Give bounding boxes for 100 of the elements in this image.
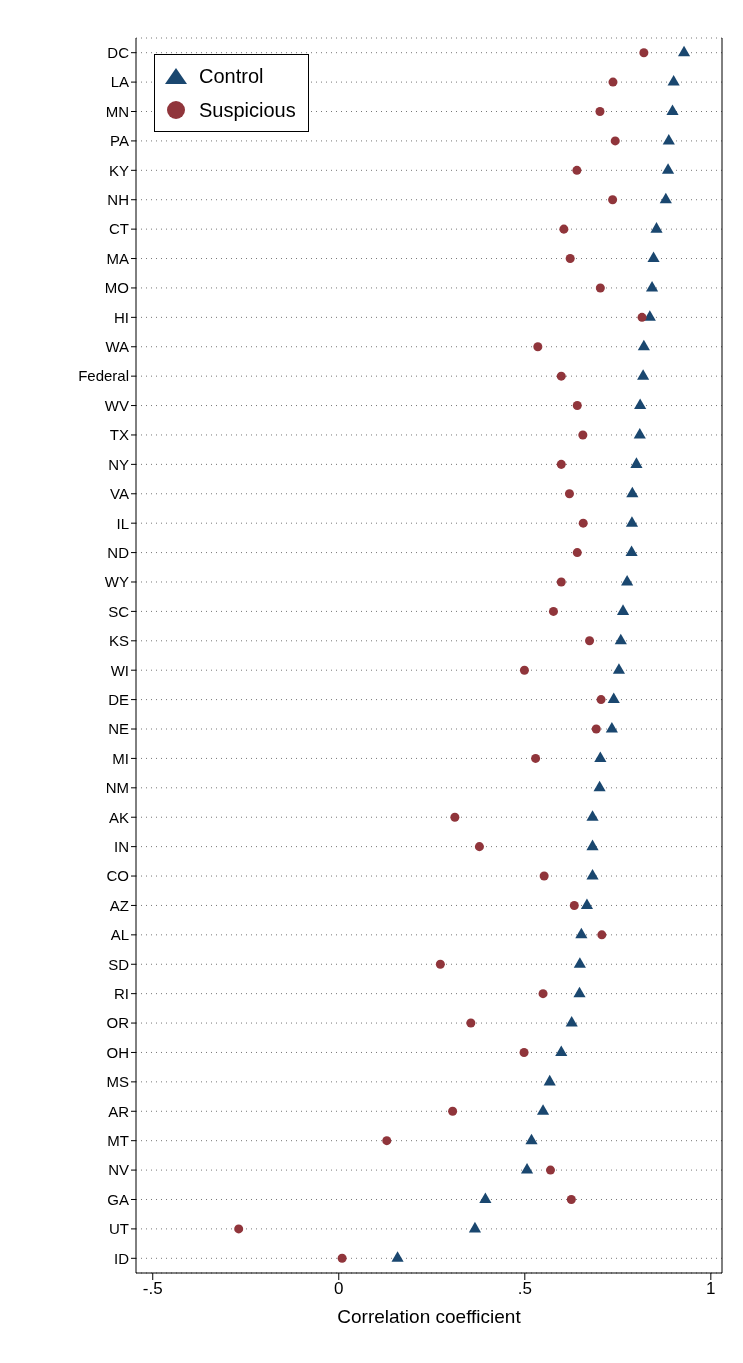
- point: [586, 839, 599, 851]
- y-tick-label: DE: [108, 690, 129, 708]
- point: [337, 1253, 347, 1263]
- point: [572, 165, 582, 175]
- y-tick-label: MA: [106, 249, 129, 267]
- y-tick-label: KS: [108, 632, 129, 650]
- point: [585, 636, 595, 646]
- point: [608, 195, 618, 205]
- point: [435, 959, 445, 969]
- point: [533, 342, 543, 352]
- point: [597, 930, 607, 940]
- point: [569, 900, 579, 910]
- point: [450, 812, 460, 822]
- y-tick-label: CO: [106, 867, 129, 885]
- y-tick-label: IN: [114, 837, 129, 855]
- point: [647, 251, 660, 263]
- point: [556, 459, 566, 469]
- point: [596, 695, 606, 705]
- point: [519, 1047, 529, 1057]
- point: [594, 751, 607, 762]
- point: [591, 724, 601, 734]
- point: [677, 45, 691, 57]
- point: [479, 1192, 492, 1203]
- y-tick-label: NM: [105, 779, 129, 797]
- y-tick-label: NE: [108, 720, 129, 738]
- y-tick-label: OR: [106, 1014, 130, 1032]
- point: [595, 107, 605, 117]
- point: [468, 1221, 482, 1233]
- point: [391, 1251, 404, 1262]
- point: [466, 1018, 476, 1028]
- point: [382, 1136, 392, 1146]
- point: [586, 810, 599, 821]
- point: [659, 192, 672, 204]
- point: [575, 927, 588, 939]
- point: [525, 1133, 538, 1145]
- point: [637, 339, 650, 351]
- point: [559, 224, 569, 234]
- point: [234, 1224, 244, 1234]
- legend-label: Control: [199, 64, 264, 89]
- x-tick-label: 0: [334, 1279, 344, 1299]
- y-tick-label: AK: [108, 808, 129, 826]
- y-tick-label: TX: [109, 426, 129, 444]
- point: [634, 398, 647, 410]
- point: [474, 842, 484, 852]
- point: [612, 663, 626, 674]
- point: [543, 1074, 556, 1086]
- point: [625, 545, 638, 557]
- point: [555, 1045, 568, 1056]
- point: [650, 222, 663, 233]
- x-tick-label: 1: [706, 1279, 716, 1299]
- y-tick-label: SD: [108, 955, 130, 973]
- y-tick-label: LA: [110, 73, 129, 91]
- y-tick-label: MS: [106, 1073, 129, 1091]
- y-tick-label: UT: [109, 1220, 129, 1238]
- y-tick-label: DC: [107, 44, 130, 62]
- point: [566, 1194, 576, 1204]
- y-tick-label: PA: [110, 132, 129, 150]
- point: [621, 574, 634, 586]
- y-tick-label: WV: [104, 396, 129, 414]
- point: [448, 1106, 458, 1116]
- y-tick-label: WI: [110, 661, 129, 679]
- point: [519, 665, 529, 675]
- point: [573, 986, 586, 998]
- point: [637, 369, 650, 380]
- point: [536, 1104, 550, 1115]
- y-tick-label: WA: [105, 338, 129, 356]
- point: [666, 104, 679, 116]
- point: [586, 869, 599, 880]
- point: [616, 604, 630, 615]
- point: [645, 280, 659, 292]
- point: [667, 75, 680, 86]
- x-axis-title: Correlation coefficient: [337, 1306, 522, 1327]
- y-tick-label: MT: [107, 1132, 129, 1149]
- point: [580, 898, 594, 909]
- y-tick-label: CT: [109, 220, 129, 238]
- y-tick-label: AR: [108, 1102, 130, 1120]
- point: [578, 430, 588, 440]
- point: [630, 457, 643, 468]
- y-tick-label: MN: [105, 102, 129, 120]
- y-tick-label: MI: [112, 749, 129, 767]
- y-tick-label: HI: [114, 308, 129, 326]
- y-tick-label: Federal: [78, 367, 129, 385]
- point: [610, 136, 620, 146]
- point: [548, 606, 558, 616]
- point: [564, 489, 574, 499]
- point: [608, 77, 618, 87]
- y-tick-label: AL: [110, 926, 129, 944]
- y-tick-label: WY: [104, 573, 129, 591]
- x-tick-label: .5: [517, 1279, 532, 1299]
- y-tick-label: IL: [116, 514, 129, 532]
- y-tick-label: ID: [114, 1249, 130, 1267]
- point: [662, 133, 675, 145]
- y-tick-label: AZ: [109, 896, 129, 914]
- point: [661, 163, 675, 174]
- point: [625, 516, 639, 527]
- y-tick-label: ND: [107, 543, 130, 561]
- y-tick-label: KY: [108, 161, 129, 179]
- y-tick-label: NY: [108, 455, 129, 473]
- point: [633, 427, 646, 439]
- point: [578, 518, 588, 528]
